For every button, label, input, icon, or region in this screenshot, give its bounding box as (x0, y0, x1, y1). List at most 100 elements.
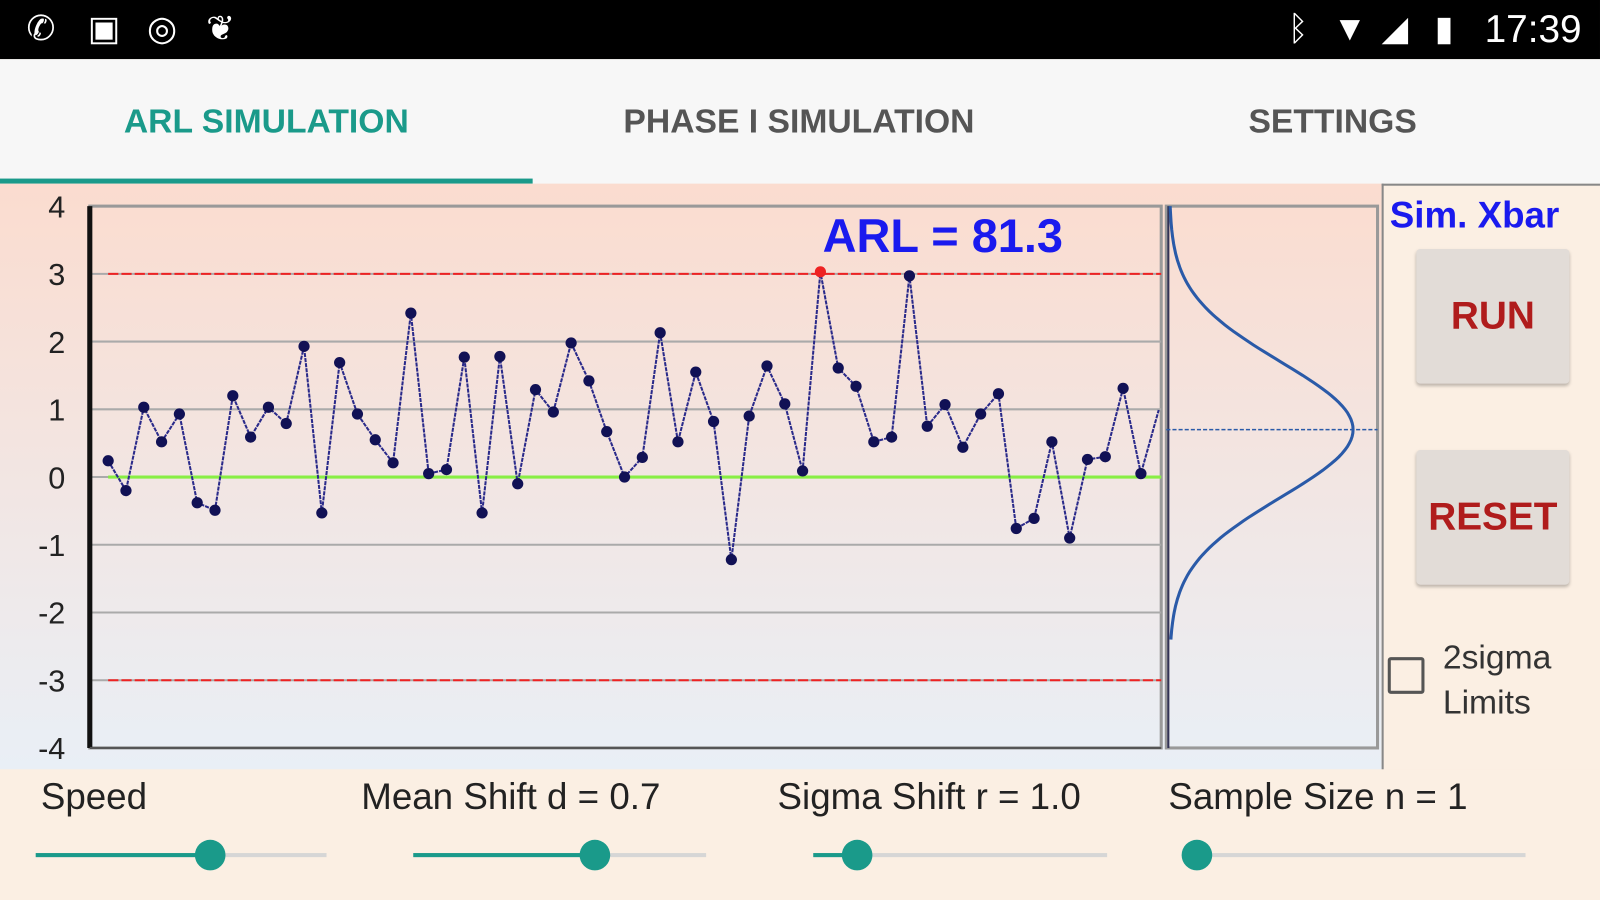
data-point (1117, 382, 1129, 394)
active-tab-indicator (0, 178, 533, 184)
y-tick-label: -3 (38, 664, 65, 698)
data-point (351, 408, 364, 420)
data-point (761, 360, 773, 372)
sample-size-slider[interactable] (1182, 839, 1526, 871)
slider-fill (413, 853, 595, 858)
data-point (939, 398, 951, 411)
data-point (120, 484, 132, 497)
clock: 17:39 (1484, 8, 1582, 52)
data-point (334, 356, 346, 369)
sim-type-label: Sim. Xbar (1389, 193, 1560, 236)
data-point (1081, 453, 1094, 466)
data-point (672, 436, 684, 448)
out-of-control-point (814, 266, 827, 278)
y-tick-label: 2 (48, 326, 65, 360)
data-point (992, 388, 1005, 400)
data-point (868, 436, 880, 448)
data-point (565, 337, 577, 349)
y-tick-label: -4 (38, 732, 65, 766)
data-point (1135, 468, 1147, 480)
data-point (298, 340, 310, 352)
data-point (796, 465, 809, 477)
battery-icon: ▮ (1434, 9, 1454, 48)
2sigma-limits-label: 2sigma Limits (1442, 637, 1552, 721)
gallery-icon: ▣ (87, 9, 121, 48)
data-point (618, 471, 631, 483)
data-point (244, 431, 257, 443)
sigma-shift-slider[interactable] (813, 839, 1108, 871)
sigma-shift-label: Sigma Shift r = 1.0 (777, 775, 1081, 818)
data-point (512, 478, 524, 490)
tab-arl-simulation[interactable]: ARL SIMULATION (0, 59, 533, 184)
reset-button[interactable]: RESET (1416, 449, 1570, 585)
data-point (903, 270, 916, 282)
data-point (636, 451, 648, 464)
mean-shift-label: Mean Shift d = 0.7 (361, 775, 661, 818)
status-bar: ✆ ▣ ◎ ❦ ᛒ ▼ ◢ ▮ 17:39 (0, 0, 1600, 60)
tab-label: ARL SIMULATION (123, 102, 409, 140)
twitter-icon: ❦ (206, 9, 236, 48)
slider-thumb[interactable] (194, 839, 226, 871)
data-point (921, 420, 933, 432)
data-point (227, 390, 239, 402)
data-point (1046, 436, 1058, 448)
data-point (458, 351, 470, 363)
2sigma-limits-checkbox[interactable] (1387, 657, 1425, 694)
data-point (1064, 532, 1076, 544)
data-point (476, 507, 488, 519)
slider-thumb[interactable] (579, 839, 611, 871)
data-point (690, 366, 702, 378)
data-point (1028, 512, 1040, 524)
tab-label: SETTINGS (1248, 102, 1417, 140)
data-point (405, 307, 417, 319)
y-tick-label: -1 (38, 529, 65, 563)
y-tick-label: -2 (38, 597, 65, 631)
density-frame (1164, 204, 1380, 750)
y-tick-label: 0 (48, 461, 65, 495)
slider-fill (813, 853, 858, 858)
data-point (886, 431, 898, 443)
data-point (440, 463, 453, 476)
data-point (850, 380, 862, 392)
data-point (725, 554, 737, 566)
data-point (601, 426, 613, 438)
signal-icon: ◢ (1381, 9, 1409, 48)
sync-icon: ◎ (146, 9, 178, 48)
data-point (975, 408, 987, 420)
data-point (138, 401, 150, 413)
y-tick-label: 4 (48, 190, 65, 224)
data-point (1010, 522, 1022, 535)
run-button[interactable]: RUN (1416, 248, 1570, 384)
data-point (779, 398, 791, 410)
whatsapp-icon: ✆ (26, 9, 56, 48)
data-series-line (107, 271, 1160, 560)
speed-label: Speed (40, 775, 148, 818)
slider-thumb[interactable] (1182, 839, 1213, 871)
density-curve (1168, 206, 1355, 640)
data-point (316, 507, 328, 519)
slider-thumb[interactable] (842, 839, 873, 871)
data-point (173, 408, 185, 420)
sample-size-label: Sample Size n = 1 (1168, 775, 1468, 818)
data-point (155, 436, 168, 448)
bluetooth-icon: ᛒ (1287, 9, 1309, 48)
slider-fill (35, 853, 211, 858)
data-point (832, 362, 844, 374)
speed-slider[interactable] (35, 839, 327, 871)
tab-settings[interactable]: SETTINGS (1065, 59, 1600, 183)
data-point (191, 497, 203, 509)
data-point (529, 384, 542, 396)
tab-phase-i-simulation[interactable]: PHASE I SIMULATION (533, 59, 1066, 183)
tab-label: PHASE I SIMULATION (623, 102, 975, 140)
data-point (262, 401, 275, 413)
data-point (1099, 451, 1111, 463)
control-panel: Sim. Xbar RUN RESET 2sigma Limits (1381, 183, 1600, 770)
data-point (743, 410, 755, 422)
data-point (654, 327, 666, 339)
data-point (423, 468, 435, 480)
y-tick-label: 3 (48, 258, 65, 292)
mean-shift-slider[interactable] (413, 839, 707, 871)
data-point (369, 434, 381, 446)
control-chart: 4 3 2 1 0 -1 -2 -3 -4 ARL = 81.3 (38, 190, 1380, 766)
